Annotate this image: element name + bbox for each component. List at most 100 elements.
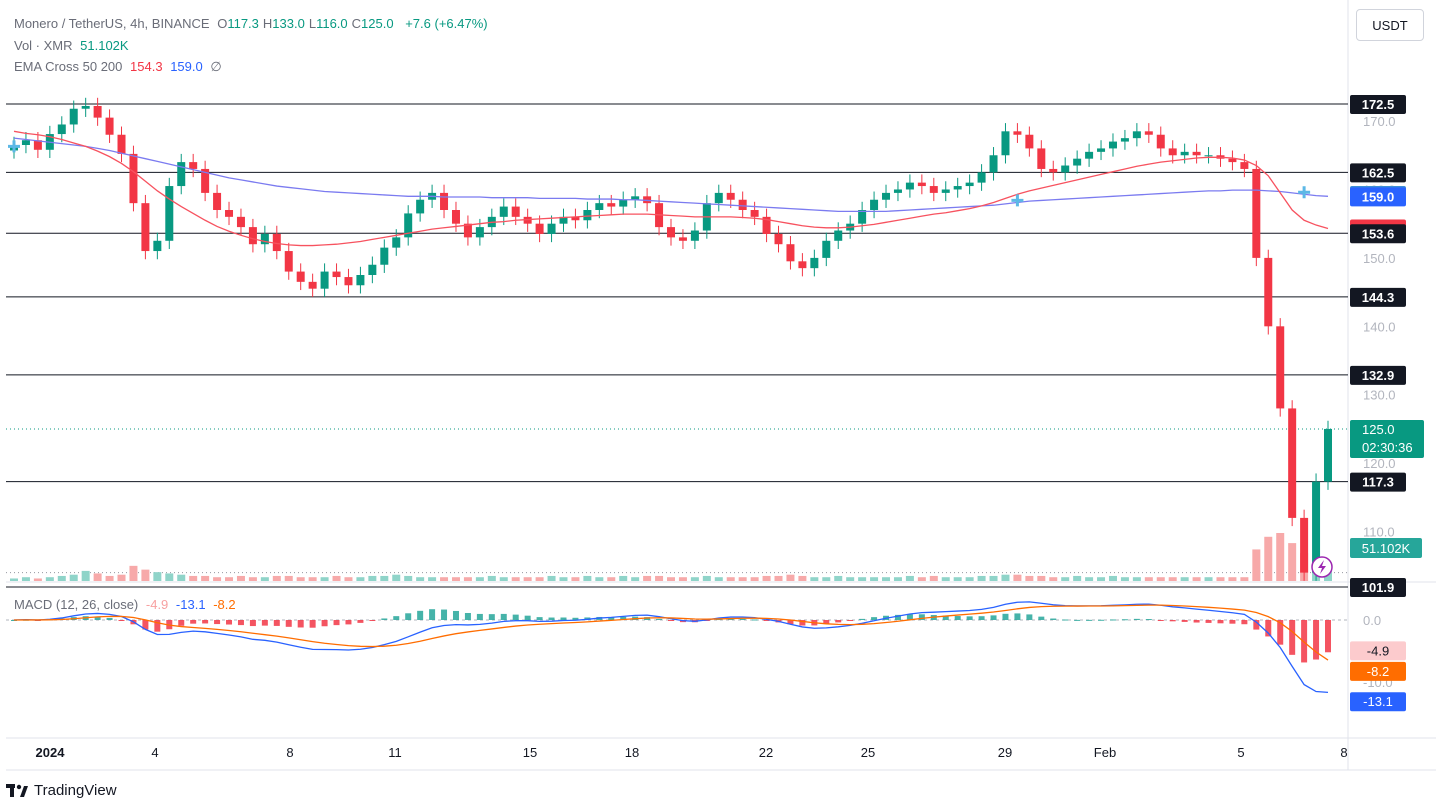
volume-bar xyxy=(416,577,425,581)
volume-bar xyxy=(738,577,747,581)
macd-badge-label: -8.2 xyxy=(1367,664,1389,679)
candle-body xyxy=(929,186,938,193)
ema-legend: EMA Cross 50 200 154.3 159.0 ∅ xyxy=(14,59,226,75)
macd-histogram-bar xyxy=(237,620,244,626)
volume-bar xyxy=(893,577,902,581)
macd-histogram-bar xyxy=(345,620,352,625)
volume-bar xyxy=(236,575,245,581)
symbol-legend: Monero / TetherUS, 4h, BINANCE O117.3 H13… xyxy=(14,16,492,31)
candle-body xyxy=(368,264,377,275)
macd-histogram-bar xyxy=(847,620,854,621)
candle-body xyxy=(1288,408,1297,518)
candle-body xyxy=(547,223,556,234)
candle-body xyxy=(344,277,353,286)
volume-bar xyxy=(1264,536,1273,581)
macd-signal-value: -8.2 xyxy=(213,597,236,612)
volume-bar xyxy=(1120,577,1129,581)
macd-histogram-bar xyxy=(1301,620,1308,663)
volume-bar xyxy=(559,577,568,581)
volume-bar xyxy=(1049,577,1058,581)
footer-brand: TradingView xyxy=(6,782,117,799)
candle-body xyxy=(989,155,998,173)
candle-body xyxy=(296,271,305,282)
candle-body xyxy=(69,108,78,125)
volume-bar xyxy=(81,570,90,581)
x-tick-label: 18 xyxy=(625,745,639,760)
macd-histogram-bar xyxy=(190,620,197,624)
volume-bar xyxy=(1168,577,1177,581)
macd-histogram-bar xyxy=(727,618,734,620)
macd-tick-label: 0.0 xyxy=(1363,613,1381,628)
volume-bar xyxy=(380,575,389,581)
volume-bar xyxy=(1156,577,1165,581)
volume-bar xyxy=(225,577,234,581)
macd-badge-label: -13.1 xyxy=(1363,694,1393,709)
macd-histogram-bar xyxy=(273,620,280,626)
macd-histogram-bar xyxy=(1325,620,1331,653)
candle-body xyxy=(738,199,747,210)
candle-body xyxy=(1120,138,1129,142)
candle-body xyxy=(1001,131,1010,156)
macd-histogram-bar xyxy=(142,620,149,630)
volume-bar xyxy=(320,577,329,581)
candle-body xyxy=(248,227,257,245)
candle-body xyxy=(1252,168,1261,258)
ohlc-value: 133.0 xyxy=(272,16,305,31)
ema-cross-marker-icon xyxy=(8,140,20,153)
candle-body xyxy=(870,199,879,210)
x-tick-label: 2024 xyxy=(36,745,66,760)
price-badge-label: 101.9 xyxy=(1362,580,1395,595)
signal-line xyxy=(13,604,1329,661)
candle-body xyxy=(1097,148,1106,152)
candle-body xyxy=(165,186,174,241)
candle-body xyxy=(595,203,604,210)
candle-body xyxy=(1240,162,1249,169)
candle-body xyxy=(463,223,472,238)
currency-button[interactable]: USDT xyxy=(1356,9,1424,41)
price-badge xyxy=(1350,163,1406,183)
candle-body xyxy=(380,247,389,265)
volume-bar xyxy=(451,577,460,581)
macd-histogram-bar xyxy=(118,620,125,621)
volume-bar xyxy=(977,575,986,581)
macd-histogram-bar xyxy=(417,610,424,620)
price-badge-label: 153.6 xyxy=(1362,226,1395,241)
volume-bar xyxy=(511,577,520,581)
candle-body xyxy=(1204,155,1213,157)
macd-badge-label: -4.9 xyxy=(1367,643,1389,658)
volume-label: Vol · XMR xyxy=(14,38,73,53)
macd-histogram-bar xyxy=(942,615,949,620)
macd-histogram-bar xyxy=(1277,620,1284,645)
volume-value: 51.102K xyxy=(80,38,129,53)
candle-body xyxy=(1013,131,1022,135)
candle-body xyxy=(774,233,783,245)
ohlc-key: O xyxy=(217,16,228,31)
volume-legend: Vol · XMR 51.102K xyxy=(14,38,133,53)
macd-badge xyxy=(1350,692,1406,712)
volume-bar xyxy=(1073,575,1082,581)
volume-bar xyxy=(463,577,472,581)
price-badge-label: 159.0 xyxy=(1362,189,1395,204)
volume-bar xyxy=(260,577,269,581)
candle-body xyxy=(404,213,413,238)
price-badge xyxy=(1350,287,1406,307)
volume-bar xyxy=(248,577,257,581)
macd-histogram-bar xyxy=(249,620,256,627)
macd-histogram-bar xyxy=(536,617,543,620)
volume-bar xyxy=(475,577,484,581)
macd-histogram-bar xyxy=(954,616,961,620)
volume-bar xyxy=(356,577,365,581)
candle-body xyxy=(1156,134,1165,149)
macd-histogram-bar xyxy=(309,620,316,628)
y-tick-label: 130.0 xyxy=(1363,388,1396,403)
volume-bar xyxy=(499,577,508,581)
ema200-line xyxy=(13,137,1329,213)
ohlc-key: C xyxy=(351,16,362,31)
volume-bar xyxy=(1144,577,1153,581)
volume-bar xyxy=(487,575,496,581)
volume-bar xyxy=(834,575,843,581)
candle-body xyxy=(475,227,484,238)
candle-body xyxy=(1049,168,1058,173)
macd-badge xyxy=(1350,641,1406,661)
